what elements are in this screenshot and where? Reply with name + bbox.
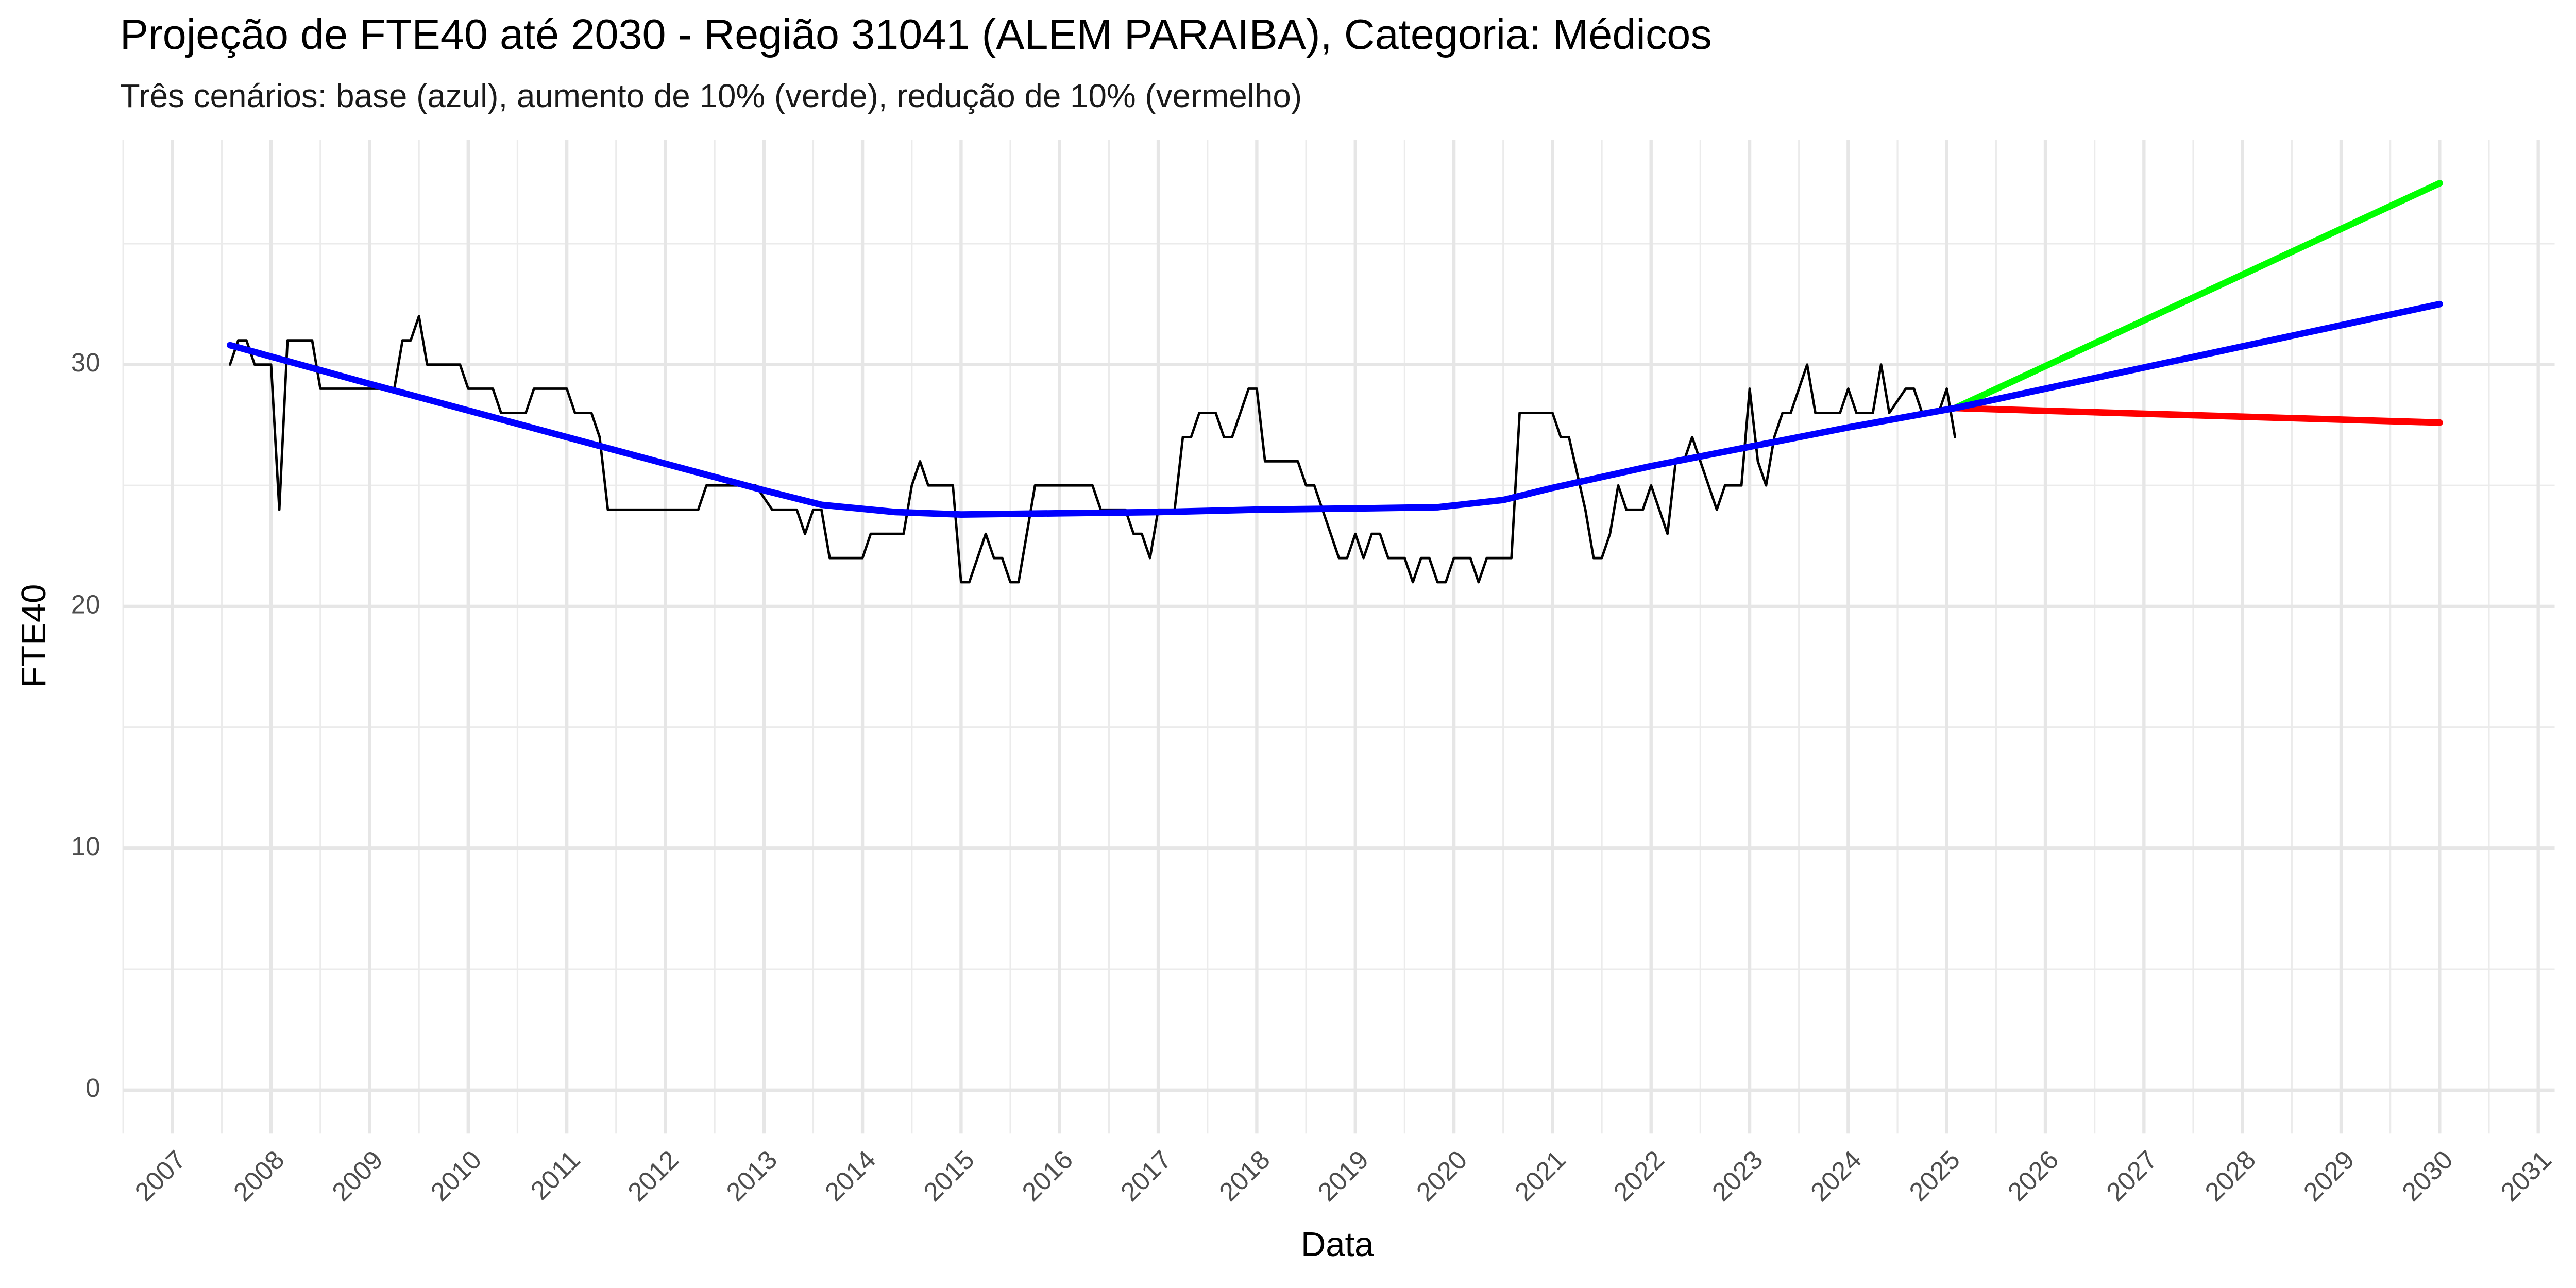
y-axis-label: FTE40 <box>14 584 53 688</box>
x-axis-label: Data <box>1301 1225 1374 1264</box>
chart-subtitle: Três cenários: base (azul), aumento de 1… <box>120 77 1302 114</box>
series-line <box>1952 404 2443 426</box>
series-line <box>1952 180 2443 412</box>
series-line <box>227 300 2443 518</box>
y-tick-label: 10 <box>71 832 100 861</box>
chart-title: Projeção de FTE40 até 2030 - Região 3104… <box>120 10 1712 58</box>
y-tick-label: 30 <box>71 348 100 377</box>
y-tick-label: 0 <box>86 1073 100 1103</box>
series-line <box>229 315 1957 584</box>
y-tick-label: 20 <box>71 589 100 619</box>
grid: 2007 2008 2009 2010 2011 2012 2013 2014 2015 2016… <box>71 140 2557 1207</box>
plot-area <box>227 180 2443 584</box>
